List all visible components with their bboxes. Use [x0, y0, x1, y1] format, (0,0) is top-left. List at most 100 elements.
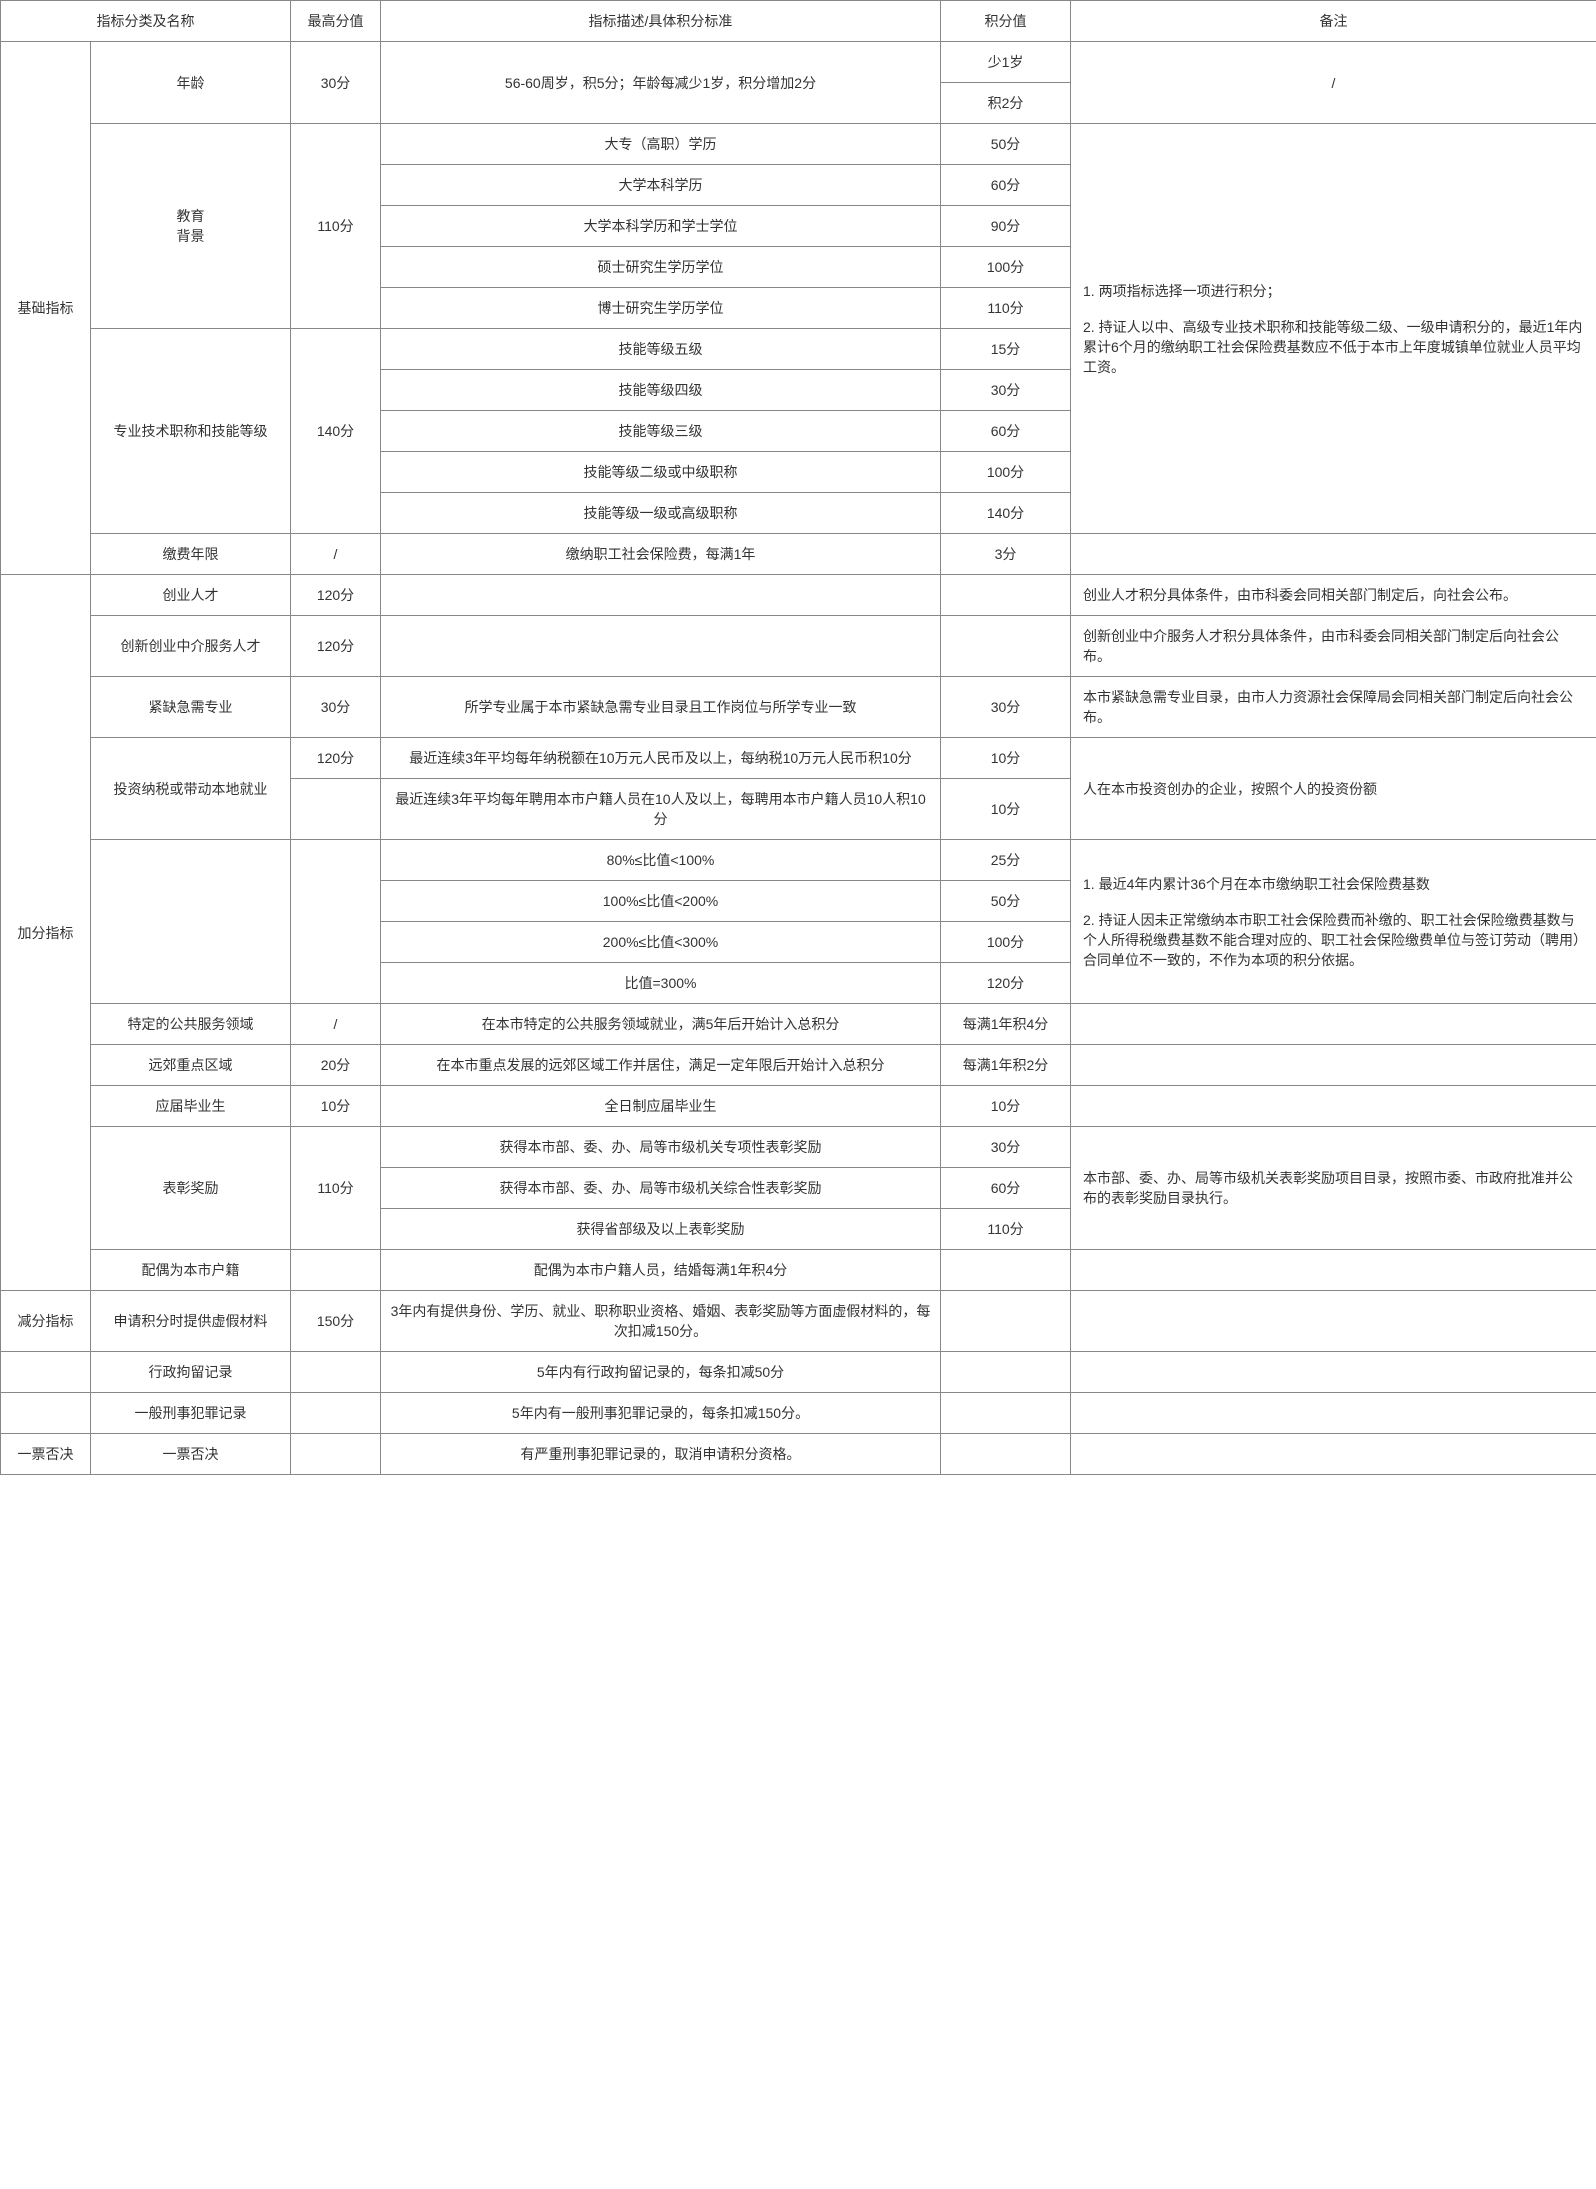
hdr-cat-name: 指标分类及名称: [1, 1, 291, 42]
b3-val: 30分: [941, 677, 1071, 738]
skill-r2v: 30分: [941, 370, 1071, 411]
skill-r4v: 100分: [941, 452, 1071, 493]
age-desc: 56-60周岁，积5分；年龄每减少1岁，积分增加2分: [381, 42, 941, 124]
d3-val: [941, 1393, 1071, 1434]
skill-r1d: 技能等级五级: [381, 329, 941, 370]
edu-r4d: 硕士研究生学历学位: [381, 247, 941, 288]
edu-r2d: 大学本科学历: [381, 165, 941, 206]
d2-desc: 5年内有行政拘留记录的，每条扣减50分: [381, 1352, 941, 1393]
pub-note: [1071, 1004, 1596, 1045]
pay-val: 3分: [941, 534, 1071, 575]
b2-desc: [381, 616, 941, 677]
inv-max: 120分: [291, 738, 381, 779]
d2-max: [291, 1352, 381, 1393]
edu-r1v: 50分: [941, 124, 1071, 165]
award-r2dessentially: 获得本市部、委、办、局等市级机关综合性表彰奖励: [381, 1168, 941, 1209]
d3-note: [1071, 1393, 1596, 1434]
d2-name: 行政拘留记录: [91, 1352, 291, 1393]
skill-r3d: 技能等级三级: [381, 411, 941, 452]
inv-r1v: 10分: [941, 738, 1071, 779]
hdr-desc: 指标描述/具体积分标准: [381, 1, 941, 42]
d1-val: [941, 1291, 1071, 1352]
ratio-note: 1. 最近4年内累计36个月在本市缴纳职工社会保险费基数 2. 持证人因未正常缴…: [1071, 840, 1596, 1004]
cat-basic: 基础指标: [1, 42, 91, 575]
award-r2v: 60分: [941, 1168, 1071, 1209]
cat-bonus: 加分指标: [1, 575, 91, 1291]
b2-max: 120分: [291, 616, 381, 677]
pub-max: /: [291, 1004, 381, 1045]
b1-note: 创业人才积分具体条件，由市科委会同相关部门制定后，向社会公布。: [1071, 575, 1596, 616]
edu-r2v: 60分: [941, 165, 1071, 206]
age-max: 30分: [291, 42, 381, 124]
sp-desc: 配偶为本市户籍人员，结婚每满1年积4分: [381, 1250, 941, 1291]
ratio-r2v: 50分: [941, 881, 1071, 922]
scoring-table: 指标分类及名称 最高分值 指标描述/具体积分标准 积分值 备注 基础指标 年龄 …: [0, 0, 1596, 1475]
ratio-r1v: 25分: [941, 840, 1071, 881]
b3-name: 紧缺急需专业: [91, 677, 291, 738]
grad-desc: 全日制应届毕业生: [381, 1086, 941, 1127]
inv-r2d: 最近连续3年平均每年聘用本市户籍人员在10人及以上，每聘用本市户籍人员10人积1…: [381, 779, 941, 840]
rem-max: 20分: [291, 1045, 381, 1086]
v1-desc: 有严重刑事犯罪记录的，取消申请积分资格。: [381, 1434, 941, 1475]
award-r3v: 110分: [941, 1209, 1071, 1250]
skill-r3v: 60分: [941, 411, 1071, 452]
inv-r1d: 最近连续3年平均每年纳税额在10万元人民币及以上，每纳税10万元人民币积10分: [381, 738, 941, 779]
rem-desc: 在本市重点发展的远郊区域工作并居住，满足一定年限后开始计入总积分: [381, 1045, 941, 1086]
award-r1d: 获得本市部、委、办、局等市级机关专项性表彰奖励: [381, 1127, 941, 1168]
ratio-r1d: 80%≤比值<100%: [381, 840, 941, 881]
hdr-max: 最高分值: [291, 1, 381, 42]
skill-r2d: 技能等级四级: [381, 370, 941, 411]
ratio-r3d: 200%≤比值<300%: [381, 922, 941, 963]
award-r1v: 30分: [941, 1127, 1071, 1168]
edu-r1d: 大专（高职）学历: [381, 124, 941, 165]
pub-val: 每满1年积4分: [941, 1004, 1071, 1045]
edu-max: 110分: [291, 124, 381, 329]
v1-note: [1071, 1434, 1596, 1475]
skill-r5v: 140分: [941, 493, 1071, 534]
d1-desc: 3年内有提供身份、学历、就业、职称职业资格、婚姻、表彰奖励等方面虚假材料的，每次…: [381, 1291, 941, 1352]
pay-desc: 缴纳职工社会保险费，每满1年: [381, 534, 941, 575]
rem-name: 远郊重点区域: [91, 1045, 291, 1086]
b1-name: 创业人才: [91, 575, 291, 616]
edu-r5v: 110分: [941, 288, 1071, 329]
ratio-r3v: 100分: [941, 922, 1071, 963]
b3-note: 本市紧缺急需专业目录，由市人力资源社会保障局会同相关部门制定后向社会公布。: [1071, 677, 1596, 738]
skill-r1v: 15分: [941, 329, 1071, 370]
pub-desc: 在本市特定的公共服务领域就业，满5年后开始计入总积分: [381, 1004, 941, 1045]
ratio-r4d: 比值=300%: [381, 963, 941, 1004]
header-row: 指标分类及名称 最高分值 指标描述/具体积分标准 积分值 备注: [1, 1, 1596, 42]
rem-val: 每满1年积2分: [941, 1045, 1071, 1086]
d3-desc: 5年内有一般刑事犯罪记录的，每条扣减150分。: [381, 1393, 941, 1434]
b2-val: [941, 616, 1071, 677]
skill-name: 专业技术职称和技能等级: [91, 329, 291, 534]
pay-note: [1071, 534, 1596, 575]
grad-note: [1071, 1086, 1596, 1127]
v1-name: 一票否决: [91, 1434, 291, 1475]
inv-r2v: 10分: [941, 779, 1071, 840]
sp-max: [291, 1250, 381, 1291]
inv-name: 投资纳税或带动本地就业: [91, 738, 291, 840]
b2-note: 创新创业中介服务人才积分具体条件，由市科委会同相关部门制定后向社会公布。: [1071, 616, 1596, 677]
grad-name: 应届毕业生: [91, 1086, 291, 1127]
inv-note: 人在本市投资创办的企业，按照个人的投资份额: [1071, 738, 1596, 840]
cat-deduct: 减分指标: [1, 1291, 91, 1352]
edu-r4v: 100分: [941, 247, 1071, 288]
edu-r3v: 90分: [941, 206, 1071, 247]
rem-note: [1071, 1045, 1596, 1086]
d3-name: 一般刑事犯罪记录: [91, 1393, 291, 1434]
pay-name: 缴费年限: [91, 534, 291, 575]
b3-desc: 所学专业属于本市紧缺急需专业目录且工作岗位与所学专业一致: [381, 677, 941, 738]
d2-note: [1071, 1352, 1596, 1393]
award-note: 本市部、委、办、局等市级机关表彰奖励项目目录，按照市委、市政府批准并公布的表彰奖…: [1071, 1127, 1596, 1250]
age-v2: 积2分: [941, 83, 1071, 124]
hdr-note: 备注: [1071, 1, 1596, 42]
age-v1: 少1岁: [941, 42, 1071, 83]
sp-note: [1071, 1250, 1596, 1291]
ratio-r2d: 100%≤比值<200%: [381, 881, 941, 922]
ratio-r4v: 120分: [941, 963, 1071, 1004]
b1-max: 120分: [291, 575, 381, 616]
b2-name: 创新创业中介服务人才: [91, 616, 291, 677]
edu-name: 教育 背景: [91, 124, 291, 329]
edu-r5d: 博士研究生学历学位: [381, 288, 941, 329]
d1-note: [1071, 1291, 1596, 1352]
